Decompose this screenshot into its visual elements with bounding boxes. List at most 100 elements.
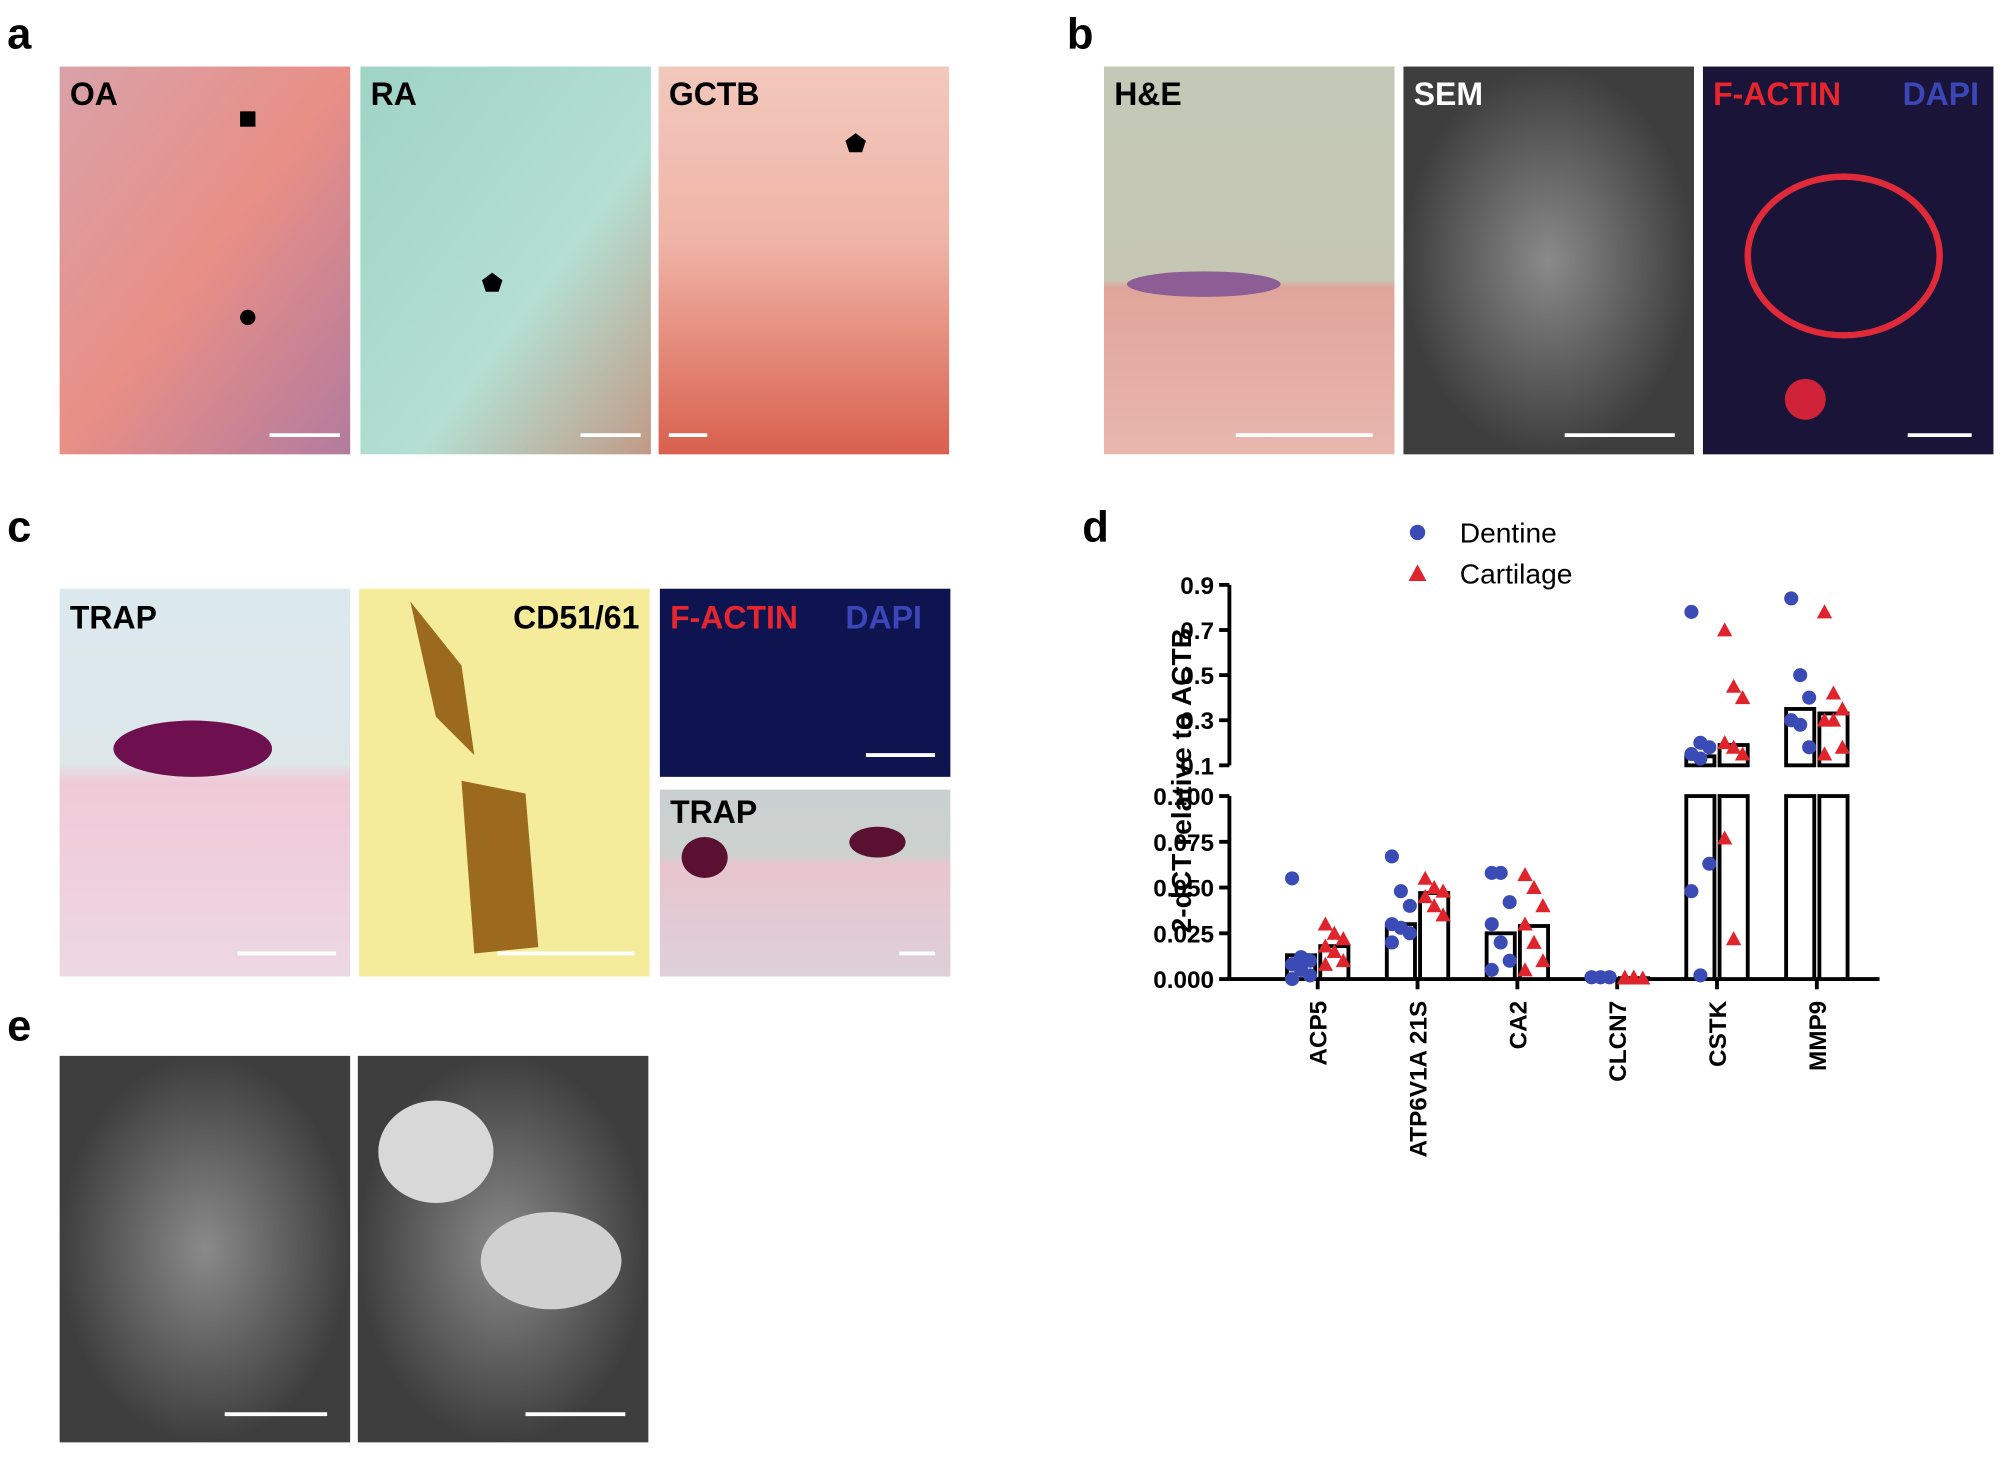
data-point <box>1384 935 1399 950</box>
data-point <box>1725 931 1742 946</box>
cell <box>480 1211 622 1310</box>
data-point <box>1734 689 1751 705</box>
data-point <box>1602 970 1617 985</box>
data-point <box>1526 879 1542 894</box>
y-axis-label: 2-dCT relative to ACTB <box>1166 628 1197 933</box>
data-point <box>1725 678 1742 693</box>
data-point <box>1825 712 1842 727</box>
chart: 2-dCT relative to ACTB 0.000 0.025 0.050 0.… <box>1153 518 1880 1157</box>
y-tick-label: 0.050 <box>1153 876 1214 903</box>
data-point <box>1326 925 1343 940</box>
data-point <box>1626 970 1642 985</box>
legend-label: Dentine <box>1460 518 1557 549</box>
y-tick-label: 0.5 <box>1180 663 1214 690</box>
panel-label: a <box>7 11 32 59</box>
image-label: TRAP <box>70 599 157 635</box>
legend-label: Cartilage <box>1460 559 1573 590</box>
data-point <box>1802 690 1817 705</box>
data-point <box>1517 962 1533 977</box>
cell <box>1744 173 1943 339</box>
cell <box>410 601 539 954</box>
y-tick-label: 0.1 <box>1180 753 1214 780</box>
panel-label: d <box>1082 503 1109 551</box>
data-point <box>1816 604 1833 619</box>
image-label: DAPI <box>1903 76 1979 112</box>
x-tick-label: CSTK <box>1705 1000 1732 1067</box>
data-point <box>1317 916 1334 931</box>
data-point <box>1535 953 1551 968</box>
image-label: RA <box>371 76 417 112</box>
data-point <box>1535 898 1551 913</box>
data-point <box>1693 751 1708 766</box>
data-point <box>1717 622 1733 637</box>
x-tick-label: ACP5 <box>1306 1001 1333 1066</box>
micrograph <box>59 1055 351 1443</box>
data-point <box>1402 926 1417 941</box>
data-point <box>1502 953 1517 968</box>
panels: a OA RA GCTB b H&E SEM F-ACTIN DAPI c <box>7 11 1994 1443</box>
panel-label: e <box>7 1002 31 1050</box>
y-tick-label: 0.100 <box>1153 784 1214 811</box>
data-point <box>1384 849 1399 864</box>
micrograph <box>659 789 951 977</box>
y-tick-label: 0.000 <box>1153 967 1214 994</box>
legend-marker <box>1409 524 1426 541</box>
data-point <box>1784 591 1799 606</box>
data-point <box>1834 701 1851 716</box>
symbol <box>845 133 866 153</box>
data-point <box>1426 898 1442 913</box>
image-label: TRAP <box>670 794 757 830</box>
data-point <box>1684 884 1699 899</box>
micrograph <box>59 66 351 455</box>
data-point <box>1285 972 1300 987</box>
data-point <box>1326 943 1343 959</box>
data-point <box>1335 953 1351 968</box>
data-point <box>1517 916 1533 931</box>
y-tick-label: 0.3 <box>1180 708 1214 735</box>
x-tick-label: CA2 <box>1505 1001 1532 1050</box>
micrograph <box>1403 66 1694 455</box>
symbol <box>481 272 503 292</box>
data-point <box>1484 917 1499 932</box>
image-label: H&E <box>1114 76 1182 112</box>
data-point <box>1502 895 1517 910</box>
cell <box>1784 378 1826 420</box>
y-tick-label: 0.9 <box>1180 573 1214 600</box>
data-point <box>1493 935 1508 950</box>
data-point <box>1317 956 1334 971</box>
symbol <box>240 111 256 127</box>
image-label: SEM <box>1414 76 1483 112</box>
data-point <box>1825 685 1842 700</box>
data-point <box>1335 931 1351 946</box>
panel-label: c <box>7 503 31 551</box>
data-point <box>1793 717 1808 732</box>
cell <box>1127 271 1281 297</box>
x-tick-label: MMP9 <box>1805 1001 1832 1071</box>
image-label: OA <box>70 76 118 112</box>
y-tick-label: 0.075 <box>1153 830 1214 857</box>
legend-marker <box>1408 564 1427 582</box>
data-point <box>1517 867 1533 882</box>
data-point <box>1402 898 1417 913</box>
data-point <box>1526 934 1542 949</box>
micrograph <box>659 588 951 777</box>
data-point <box>1426 879 1442 894</box>
data-point <box>1493 865 1508 880</box>
data-point <box>1285 871 1300 886</box>
cell <box>378 1100 494 1204</box>
image-label: DAPI <box>845 599 921 635</box>
data-point <box>1693 968 1708 983</box>
data-point <box>1717 735 1733 750</box>
micrograph <box>658 66 950 455</box>
data-point <box>1684 604 1699 619</box>
y-tick-label: 0.7 <box>1180 618 1214 645</box>
data-point <box>1417 870 1433 885</box>
image-label: GCTB <box>669 76 760 112</box>
symbol <box>240 309 256 326</box>
cell <box>681 837 728 878</box>
x-tick-label: CLCN7 <box>1605 1001 1632 1082</box>
data-point <box>1734 746 1751 761</box>
data-point <box>1717 830 1733 845</box>
